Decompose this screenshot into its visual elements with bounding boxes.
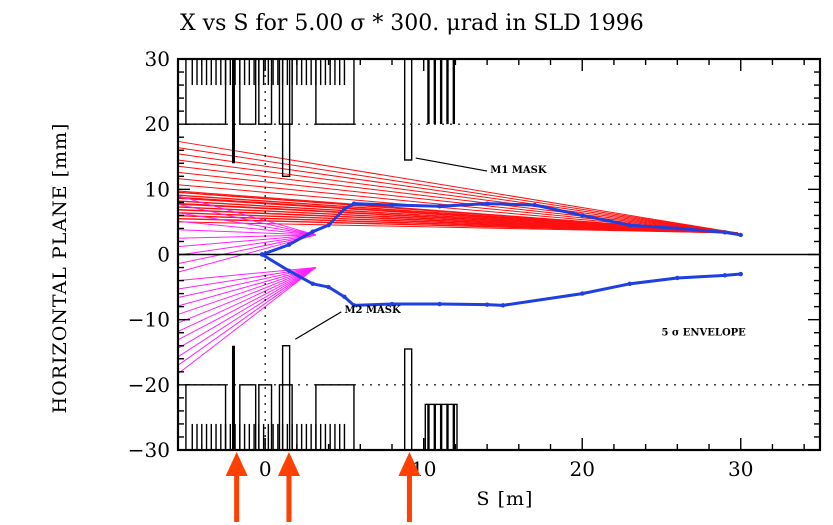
annotation-leader [415,157,488,172]
data-point [532,202,537,208]
data-point [389,202,395,208]
magnet-outline [239,384,257,451]
data-point [326,222,331,228]
annotation-label: 5 σ ENVELOPE [661,327,746,338]
ray-line [177,267,317,366]
data-point [500,303,506,308]
ray-line [177,267,317,332]
y-axis-label: HORIZONTAL PLANE [mm] [49,123,71,414]
series-line-1 [261,253,741,307]
data-point [738,271,743,277]
ray-line [177,267,316,282]
y-tick-label: −10 [128,308,170,332]
ray-line [177,140,738,234]
ray-line [177,267,317,315]
chart-title: X vs S for 5.00 σ * 300. μrad in SLD 199… [180,11,644,36]
mask-outline [281,59,291,178]
x-tick-label: 30 [728,457,753,481]
annotations: M1 MASK M2 MASK 5 σ ENVELOPE [294,157,746,340]
ray-line [177,234,316,256]
reference-lines [178,59,820,450]
ray-line [177,171,738,234]
data-point [286,242,292,247]
ray-line [177,212,316,236]
data-point [738,232,743,238]
y-tick-label: −30 [128,438,170,462]
ray-line [177,159,738,234]
data-point [342,206,347,212]
magnet-outline [239,59,257,125]
data-point [310,229,315,234]
data-point [437,204,442,209]
ray-line [177,267,316,290]
data-point [342,294,347,300]
ray-line [177,203,317,236]
x-tick-label: 20 [569,457,594,481]
magnet-outline [278,59,293,125]
plot-frame [176,57,822,452]
ray-line [177,153,738,234]
annotation-label: M1 MASK [490,165,547,176]
ray-line [177,267,317,375]
data-point [580,213,585,218]
y-tick-label: −20 [128,373,170,397]
data-point [259,252,265,257]
annotation-leader [294,311,342,340]
ray-line [177,234,316,239]
data-point [484,302,490,307]
ray-line [177,234,316,248]
marker-arrow-head [398,452,421,476]
data-point [326,284,331,290]
data-point [722,230,728,235]
ray-line [177,165,738,234]
magnet-outline [315,59,355,125]
data-point [310,281,315,287]
magnet-outline [185,59,227,125]
envelope-series [259,201,743,308]
ray-line [177,220,316,236]
ray-line [177,267,317,341]
y-tick-label: 0 [157,243,170,267]
y-tick-label: 20 [145,112,170,136]
magnet-outline [258,59,273,125]
mask-outline [281,345,291,451]
beamline-elements [185,59,458,451]
marker-arrows [225,452,421,522]
data-point [675,226,680,231]
data-point [437,301,442,307]
x-axis-label: S [m] [477,488,534,510]
ray-line [177,267,317,324]
ray-line [177,195,317,236]
data-point [389,301,395,307]
data-point [722,273,728,278]
data-point [351,303,357,308]
y-tick-label: 10 [145,177,170,201]
ray-line [177,267,317,349]
data-point [627,281,632,287]
data-point [627,222,632,228]
mask-outline [403,59,413,161]
x-tick-label: 0 [259,457,272,481]
ray-bundle [177,140,738,375]
ray-line [177,234,317,265]
annotation-label: M2 MASK [344,305,401,316]
ray-line [177,267,317,358]
y-tick-label: 30 [145,47,170,71]
data-point [351,201,357,206]
ray-line [177,229,316,236]
mask-outline [403,348,413,451]
ray-line [177,147,738,234]
marker-arrow-head [277,452,300,476]
data-point [286,268,292,273]
data-point [675,275,680,281]
marker-arrow-head [225,452,248,476]
data-point [484,201,490,206]
data-point [580,291,585,296]
